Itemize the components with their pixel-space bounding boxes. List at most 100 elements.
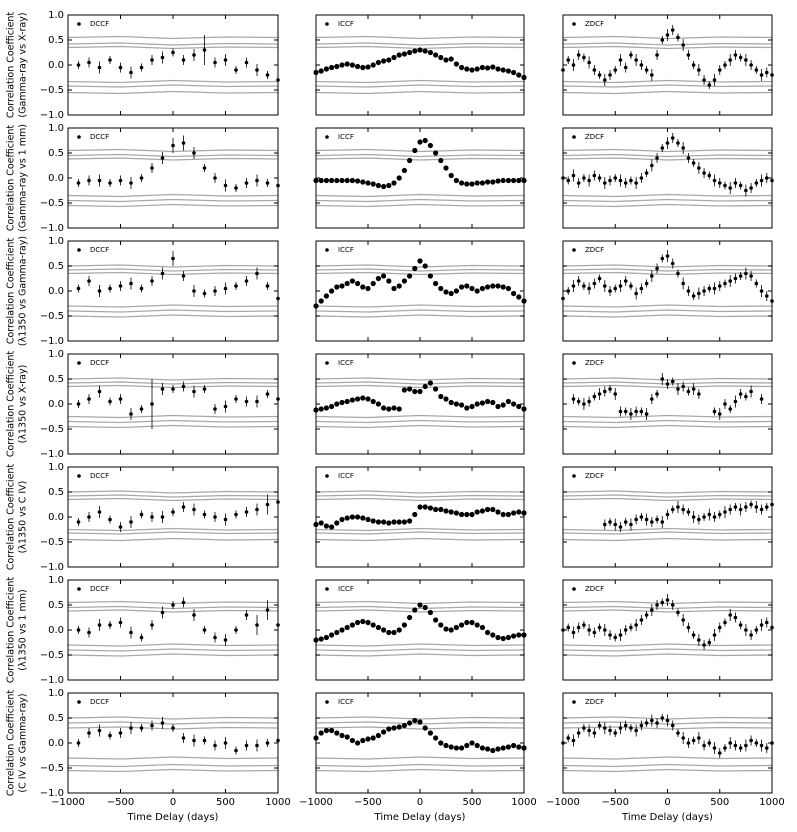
y-tick-label: 0.0 [48,625,64,636]
point [650,274,654,278]
point [634,181,638,185]
point [160,515,165,519]
point [355,514,361,520]
significance-line [67,648,279,652]
y-tick-label: 0.5 [48,261,64,272]
point [181,505,186,509]
point [749,274,753,278]
point [223,58,228,62]
point [723,510,727,514]
point [459,64,465,71]
point [655,266,659,271]
point [697,736,701,740]
legend-label: DCCF [90,20,109,28]
point [334,520,340,526]
point [76,741,81,745]
point [571,63,576,67]
point [365,285,371,292]
significance-line [562,605,773,610]
y-tick-label: 1.0 [48,688,64,699]
point [618,284,623,288]
point [329,524,335,530]
point [592,731,597,735]
legend-marker [325,135,329,139]
point [717,751,722,755]
point [500,67,506,73]
point [697,638,701,642]
point [386,57,392,63]
point [87,397,91,401]
plot-frame [67,466,279,568]
point [108,399,112,404]
point [623,181,628,185]
point [443,396,449,402]
point [150,166,154,170]
point [608,178,612,183]
point [344,398,350,405]
panel: ZDCF [561,127,774,229]
point [490,747,496,754]
y-tick-label: 0.0 [48,286,64,297]
point [495,66,501,72]
y-tick-label: −0.5 [40,424,64,435]
point [717,512,722,517]
point [597,723,602,728]
point [754,505,759,509]
point [670,603,675,607]
point [234,68,238,72]
legend-label: DCCF [90,359,109,367]
legend-label: ICCF [338,472,354,480]
significance-line [67,153,279,158]
point [749,63,753,67]
panel: ICCF [313,353,527,455]
point [634,728,638,733]
y-axis-label: (λ1350 vs X-ray) [18,365,29,444]
significance-line [315,643,525,647]
point [712,409,717,414]
significance-line [562,42,773,46]
significance-line [562,268,773,272]
point [702,78,706,82]
point [576,181,581,185]
point [118,65,123,70]
panel: ICCF [313,579,527,681]
point [665,382,670,386]
y-tick-label: −1.0 [40,449,64,460]
point [571,284,576,288]
point [375,182,381,189]
point [587,399,591,404]
point [516,509,522,515]
significance-line [315,419,525,424]
point [412,147,418,154]
point [448,56,454,62]
significance-line [315,716,525,720]
point [417,258,423,264]
point [629,178,633,183]
point [202,291,207,296]
y-axis-label: Correlation Coefficient [6,238,17,345]
point [691,63,696,67]
point [592,173,597,178]
point [650,718,654,723]
significance-line [562,653,773,657]
significance-line [67,497,279,502]
point [76,181,81,185]
point [401,278,407,284]
y-axis-label: Correlation Coefficient [6,125,17,232]
point [129,630,133,635]
point [754,281,759,286]
point [479,745,485,751]
point [464,181,470,187]
point [255,623,259,627]
significance-line [315,148,525,153]
plot-frame [562,353,773,455]
significance-line [315,490,525,494]
plot-frame [315,353,525,455]
point [500,745,506,751]
y-tick-label: 1.0 [48,462,64,473]
point [375,401,381,407]
point [592,394,597,399]
point [139,512,144,517]
point [723,746,727,750]
